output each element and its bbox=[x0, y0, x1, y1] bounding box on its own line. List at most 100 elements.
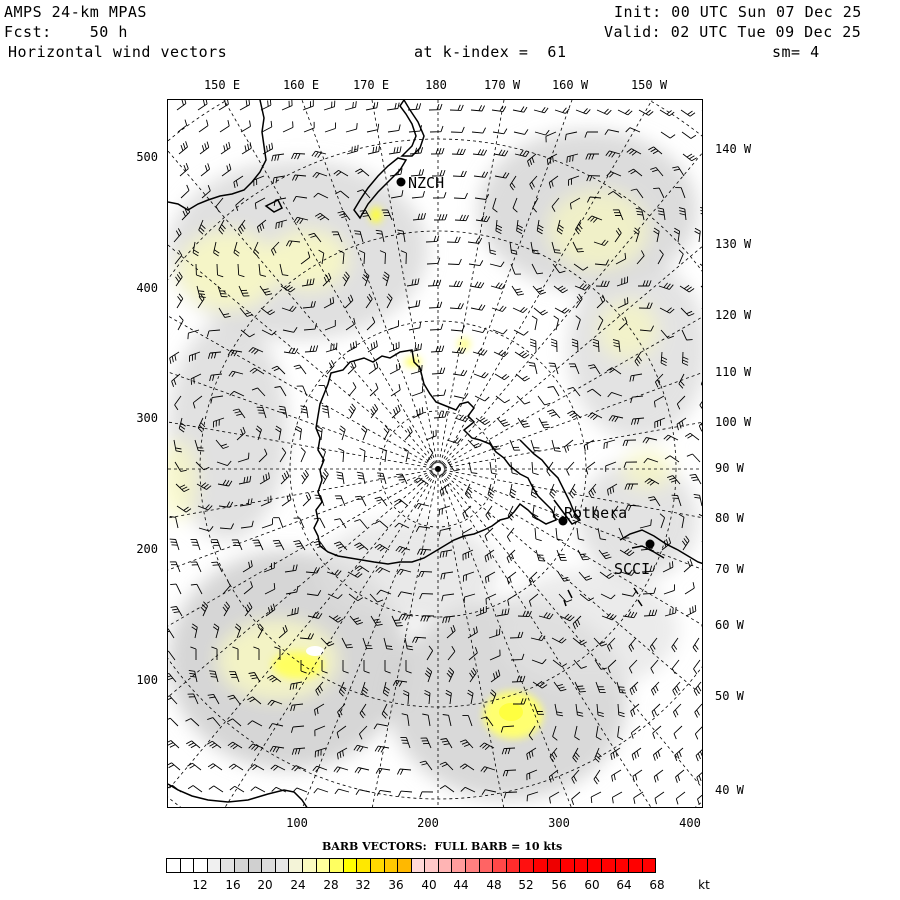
wind-barb bbox=[532, 680, 548, 689]
wind-barb bbox=[247, 696, 262, 705]
colorbar-tick: 24 bbox=[290, 878, 306, 892]
wind-barb bbox=[481, 789, 497, 795]
wind-barb bbox=[574, 725, 580, 741]
wind-barb bbox=[612, 209, 624, 221]
wind-barb bbox=[314, 747, 327, 758]
wind-barb bbox=[485, 505, 493, 521]
colorbar-swatch bbox=[369, 858, 385, 873]
wind-barb bbox=[238, 475, 252, 485]
wind-barb bbox=[176, 100, 187, 111]
wind-barb bbox=[439, 483, 450, 497]
wind-barb bbox=[660, 329, 674, 339]
right-lon-label: 90 W bbox=[715, 461, 744, 475]
tasmania-coastline bbox=[264, 198, 284, 213]
wind-barb bbox=[396, 568, 412, 576]
wind-barb bbox=[515, 373, 530, 382]
colorbar-swatch bbox=[261, 858, 276, 873]
wind-barb bbox=[672, 703, 682, 718]
wind-barb bbox=[407, 300, 421, 309]
wind-barb bbox=[190, 373, 202, 385]
wind-barb bbox=[363, 660, 370, 674]
wind-barb bbox=[190, 583, 203, 595]
wind-barb bbox=[606, 171, 622, 178]
wind-barb bbox=[528, 725, 536, 741]
wind-barb bbox=[200, 163, 211, 177]
wind-barb bbox=[174, 461, 187, 472]
wind-barb bbox=[366, 123, 380, 133]
wind-barb bbox=[607, 659, 617, 674]
wind-barb bbox=[291, 174, 307, 181]
wind-barb bbox=[605, 150, 621, 158]
wind-barb bbox=[279, 263, 289, 277]
wind-barb bbox=[270, 764, 286, 771]
wind-barb bbox=[300, 447, 306, 463]
colorbar-swatch bbox=[193, 858, 208, 873]
wind-barb bbox=[610, 747, 621, 760]
wind-barb bbox=[170, 606, 183, 617]
wind-barb bbox=[239, 100, 251, 111]
wind-barb bbox=[367, 340, 378, 353]
wind-barb bbox=[178, 141, 188, 155]
wind-barb bbox=[469, 281, 485, 289]
wind-barb bbox=[675, 791, 686, 805]
wind-barb bbox=[552, 659, 568, 668]
wind-barb bbox=[453, 192, 468, 200]
wind-barb bbox=[555, 527, 564, 541]
wind-barb bbox=[187, 762, 202, 771]
wind-barb bbox=[391, 404, 401, 419]
wind-barb bbox=[365, 101, 379, 111]
wind-barb bbox=[554, 107, 570, 114]
wind-barb bbox=[587, 215, 603, 223]
wind-barb bbox=[358, 725, 368, 740]
wind-barb bbox=[537, 395, 551, 406]
wind-barb bbox=[440, 571, 454, 580]
colorbar-swatch bbox=[220, 858, 235, 873]
wind-barb bbox=[232, 646, 239, 660]
wind-barb bbox=[660, 131, 676, 139]
wind-barb bbox=[381, 209, 393, 221]
wind-barb bbox=[676, 417, 687, 431]
wind-barb bbox=[693, 493, 702, 507]
wind-barb bbox=[657, 249, 664, 265]
wind-barb bbox=[447, 258, 462, 265]
wind-barb bbox=[236, 426, 246, 441]
wind-core bbox=[499, 703, 523, 721]
wind-barb bbox=[548, 769, 559, 783]
wind-barb bbox=[405, 660, 412, 674]
wind-barb bbox=[625, 504, 640, 511]
wind-barb bbox=[394, 522, 410, 529]
model-title: AMPS 24-km MPAS bbox=[4, 3, 147, 21]
wind-barb bbox=[207, 693, 220, 705]
wind-barb bbox=[651, 703, 661, 718]
wind-barb bbox=[333, 170, 349, 177]
wind-barb bbox=[583, 439, 595, 452]
wind-barb bbox=[386, 293, 393, 309]
wind-barb bbox=[394, 498, 409, 507]
wind-barb bbox=[312, 171, 328, 179]
wind-barb bbox=[633, 791, 644, 804]
wind-barb bbox=[257, 623, 264, 639]
wind-barb bbox=[631, 747, 642, 761]
wind-barb bbox=[556, 219, 564, 235]
wind-barb bbox=[216, 263, 224, 278]
wind-barb bbox=[361, 425, 368, 441]
wind-barb bbox=[447, 461, 461, 472]
wind-barb bbox=[429, 125, 444, 133]
smoothing-label: sm= 4 bbox=[772, 43, 820, 61]
wind-barb bbox=[397, 591, 413, 598]
wind-barb bbox=[564, 131, 578, 141]
valid-time: Valid: 02 UTC Tue 09 Dec 25 bbox=[604, 23, 862, 41]
wind-barb bbox=[274, 386, 287, 397]
wind-barb bbox=[320, 447, 326, 463]
wind-barb bbox=[586, 196, 602, 203]
wind-barb bbox=[293, 216, 309, 224]
wind-barb bbox=[259, 472, 270, 485]
wind-barb bbox=[463, 593, 476, 604]
right-lon-label: 80 W bbox=[715, 511, 744, 525]
wind-barb bbox=[314, 725, 326, 737]
wind-barb bbox=[681, 131, 697, 139]
wind-barb bbox=[439, 785, 455, 793]
wind-barb bbox=[314, 212, 330, 221]
colorbar-swatch bbox=[505, 858, 521, 873]
wind-barb bbox=[256, 406, 267, 419]
